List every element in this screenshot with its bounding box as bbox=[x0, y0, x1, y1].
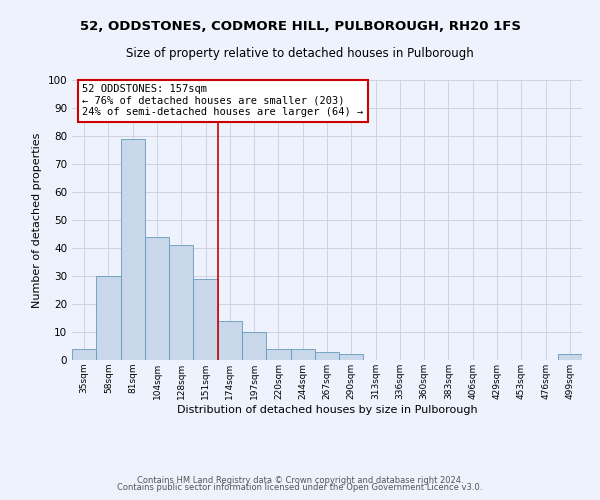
Y-axis label: Number of detached properties: Number of detached properties bbox=[32, 132, 42, 308]
Bar bbox=[193, 279, 218, 360]
Bar bbox=[96, 276, 121, 360]
Text: Size of property relative to detached houses in Pulborough: Size of property relative to detached ho… bbox=[126, 48, 474, 60]
Text: Contains public sector information licensed under the Open Government Licence v3: Contains public sector information licen… bbox=[118, 484, 482, 492]
Text: Contains HM Land Registry data © Crown copyright and database right 2024.: Contains HM Land Registry data © Crown c… bbox=[137, 476, 463, 485]
Bar bbox=[290, 349, 315, 360]
Bar bbox=[169, 245, 193, 360]
Bar bbox=[72, 349, 96, 360]
Bar bbox=[339, 354, 364, 360]
Bar bbox=[242, 332, 266, 360]
Bar bbox=[145, 237, 169, 360]
Text: 52 ODDSTONES: 157sqm
← 76% of detached houses are smaller (203)
24% of semi-deta: 52 ODDSTONES: 157sqm ← 76% of detached h… bbox=[82, 84, 364, 117]
Bar bbox=[315, 352, 339, 360]
Bar bbox=[558, 354, 582, 360]
Text: 52, ODDSTONES, CODMORE HILL, PULBOROUGH, RH20 1FS: 52, ODDSTONES, CODMORE HILL, PULBOROUGH,… bbox=[79, 20, 521, 33]
Bar bbox=[218, 321, 242, 360]
Bar bbox=[266, 349, 290, 360]
X-axis label: Distribution of detached houses by size in Pulborough: Distribution of detached houses by size … bbox=[176, 404, 478, 414]
Bar bbox=[121, 139, 145, 360]
